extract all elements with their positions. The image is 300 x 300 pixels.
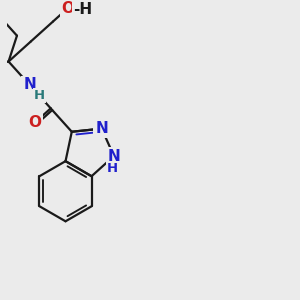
- Text: O: O: [61, 1, 74, 16]
- Text: N: N: [95, 121, 108, 136]
- Text: -H: -H: [73, 2, 92, 17]
- Text: N: N: [23, 77, 36, 92]
- Text: N: N: [107, 148, 120, 164]
- Text: H: H: [34, 89, 45, 102]
- Text: H: H: [107, 162, 118, 175]
- Text: O: O: [28, 115, 41, 130]
